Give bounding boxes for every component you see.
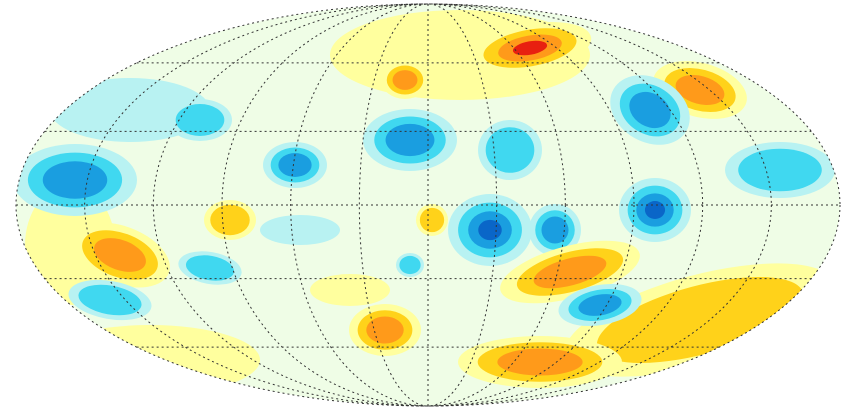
map-blob — [497, 348, 582, 375]
map-blob — [366, 316, 403, 343]
map-blob — [40, 325, 260, 395]
map-blob — [260, 215, 340, 245]
map-blob — [386, 124, 435, 156]
map-blob — [478, 220, 502, 240]
map-blob — [43, 161, 107, 198]
page: (() => { const NS = 'http://www.w3.org/2… — [0, 0, 851, 407]
sky-map — [0, 0, 851, 407]
map-blob — [278, 153, 311, 177]
map-blob — [210, 205, 250, 235]
map-blob — [486, 127, 535, 173]
map-blob — [420, 208, 444, 232]
map-blob — [645, 201, 665, 219]
map-blob — [738, 149, 822, 192]
map-blob — [399, 256, 420, 274]
map-blob — [393, 70, 418, 90]
